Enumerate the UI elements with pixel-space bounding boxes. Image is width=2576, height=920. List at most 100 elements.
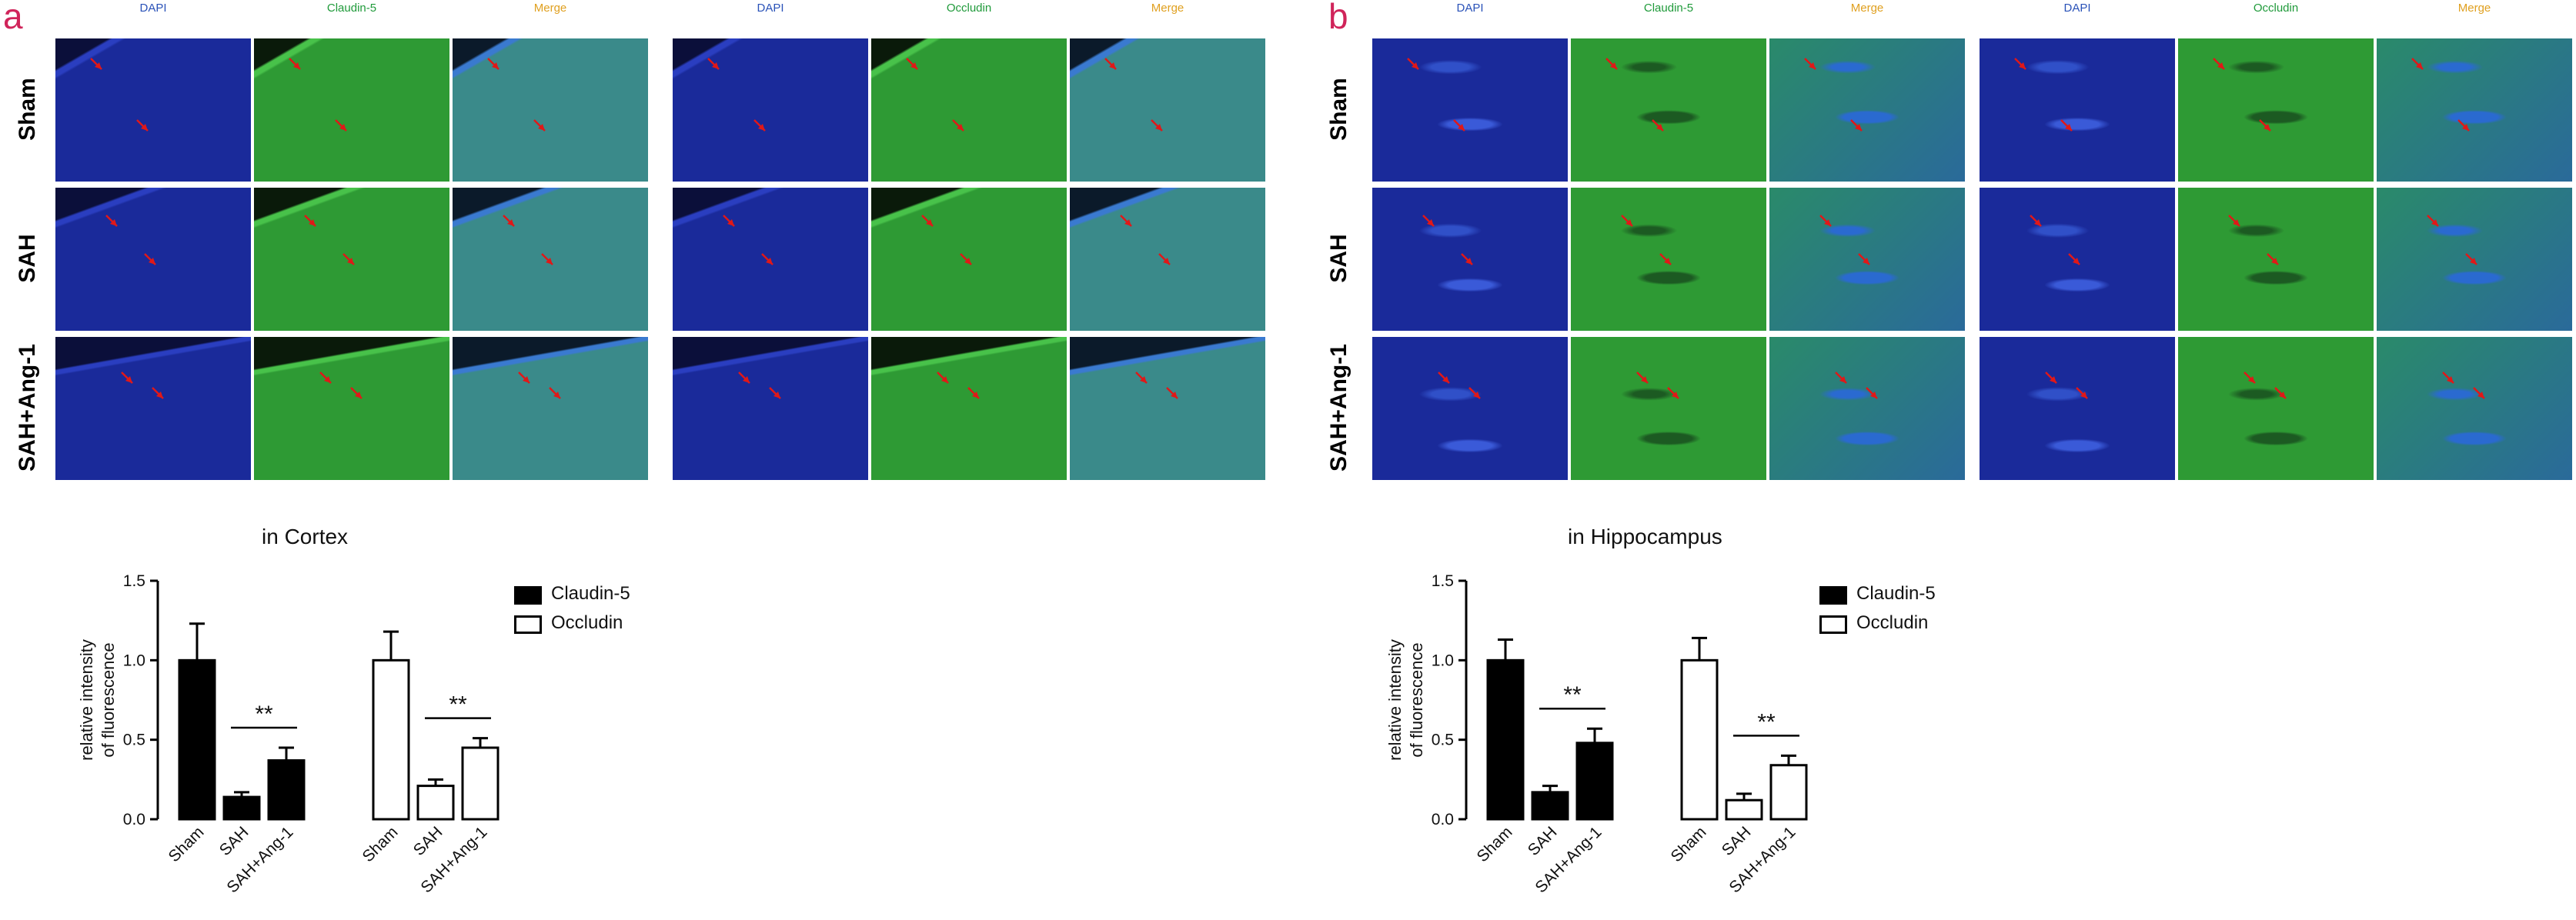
micrograph-cortex-claudin5-green-row3 — [254, 337, 449, 480]
row-label-sah-ang-1: SAH+Ang-1 — [15, 344, 40, 472]
channel-label-claudin-5: Claudin-5 — [1643, 2, 1694, 15]
bar-claudin-5-sah — [222, 795, 261, 821]
micrograph-cortex-claudin5-merge-row1 — [453, 38, 648, 182]
micrograph-hippocampus-occludin-dapi-row1 — [1980, 38, 2175, 182]
x-tick-label: Sham — [1667, 823, 1709, 865]
hippocampus-bar-chart: 0.0 0.5 1.0 1.5 relative intensity of fluores… — [1385, 572, 1808, 896]
red-arrow-icon — [2244, 372, 2287, 399]
red-arrow-icon — [503, 215, 553, 265]
red-arrow-icon — [1407, 58, 1465, 132]
row-label-sham: Sham — [15, 78, 40, 141]
x-tick-label: SAH — [410, 823, 446, 859]
micrograph-hippocampus-claudin5-merge-row3 — [1769, 337, 1965, 480]
bar-occludin-sah-ang-1 — [1769, 764, 1808, 821]
channel-label-merge: Merge — [533, 2, 567, 15]
bar-claudin-5-sham — [178, 658, 216, 821]
micrograph-hippocampus-occludin-merge-row1 — [2377, 38, 2572, 182]
micrograph-hippocampus-occludin-merge-row2 — [2377, 188, 2572, 331]
micrograph-hippocampus-claudin5-merge-row1 — [1769, 38, 1965, 182]
micrograph-cortex-occludin-merge-row2 — [1070, 188, 1265, 331]
bar-claudin-5-sham — [1486, 658, 1525, 821]
channel-label-dapi: DAPI — [1456, 2, 1484, 15]
row-label-sham: Sham — [1326, 78, 1351, 141]
red-arrow-icon — [121, 372, 164, 399]
x-tick-label: Sham — [1473, 823, 1515, 865]
red-arrow-icon — [1104, 58, 1163, 132]
red-arrow-icon — [1621, 215, 1672, 265]
micrograph-cortex-occludin-dapi-row2 — [673, 188, 868, 331]
red-arrow-icon — [2411, 58, 2470, 132]
micrograph-hippocampus-occludin-green-row2 — [2178, 188, 2374, 331]
x-tick-label: SAH — [1525, 823, 1561, 859]
micrograph-hippocampus-claudin5-dapi-row1 — [1372, 38, 1568, 182]
micrograph-cortex-occludin-green-row2 — [871, 188, 1067, 331]
micrograph-hippocampus-occludin-dapi-row2 — [1980, 188, 2175, 331]
channel-label-dapi: DAPI — [2063, 2, 2091, 15]
legend-swatch-occludin — [514, 615, 542, 634]
micrograph-cortex-claudin5-dapi-row2 — [55, 188, 251, 331]
x-tick-label: SAH — [216, 823, 252, 859]
bar-occludin-sah-ang-1 — [461, 746, 499, 821]
y-tick-label: 0.5 — [1432, 732, 1454, 749]
bar-claudin-5-sah-ang-1 — [1575, 742, 1614, 821]
micrograph-cortex-occludin-green-row1 — [871, 38, 1067, 182]
micrograph-cortex-claudin5-dapi-row1 — [55, 38, 251, 182]
channel-label-occludin: Occludin — [946, 2, 992, 15]
legend-label-claudin5: Claudin-5 — [551, 583, 630, 604]
y-tick-label: 1.5 — [1432, 572, 1454, 590]
micrograph-hippocampus-occludin-dapi-row3 — [1980, 337, 2175, 480]
red-arrow-icon — [906, 58, 964, 132]
micrograph-hippocampus-occludin-green-row1 — [2178, 38, 2374, 182]
micrograph-cortex-occludin-dapi-row3 — [673, 337, 868, 480]
red-arrow-icon — [1605, 58, 1664, 132]
bar-occludin-sah — [1725, 798, 1763, 821]
panel-letter-a: a — [3, 0, 23, 36]
y-tick-label: 1.5 — [123, 572, 145, 590]
cortex-bar-chart: 0.0 0.5 1.0 1.5 relative intensity of fluores… — [77, 572, 499, 896]
legend-swatch-claudin5 — [1819, 586, 1847, 605]
legend-label-occludin: Occludin — [1856, 612, 1929, 633]
red-arrow-icon — [487, 58, 546, 132]
micrograph-hippocampus-claudin5-green-row3 — [1571, 337, 1766, 480]
red-arrow-icon — [1835, 372, 1878, 399]
hippocampus-chart-title: in Hippocampus — [1568, 525, 1722, 548]
red-arrow-icon — [304, 215, 355, 265]
red-arrow-icon — [2045, 372, 2088, 399]
micrograph-cortex-occludin-merge-row1 — [1070, 38, 1265, 182]
red-arrow-icon — [2427, 215, 2477, 265]
micrograph-hippocampus-claudin5-green-row2 — [1571, 188, 1766, 331]
channel-label-dapi: DAPI — [139, 2, 167, 15]
cortex-chart-title: in Cortex — [262, 525, 349, 548]
bar-occludin-sah — [416, 785, 455, 821]
red-arrow-icon — [1819, 215, 1870, 265]
legend-label-claudin5: Claudin-5 — [1856, 583, 1936, 604]
y-tick-label: 1.0 — [123, 652, 145, 669]
micrograph-cortex-claudin5-merge-row3 — [453, 337, 648, 480]
red-arrow-icon — [1438, 372, 1481, 399]
row-label-sah-ang-1: SAH+Ang-1 — [1326, 344, 1351, 472]
x-tick-label: SAH — [1719, 823, 1755, 859]
red-arrow-icon — [921, 215, 972, 265]
micrograph-cortex-claudin5-dapi-row3 — [55, 337, 251, 480]
y-tick-label: 1.0 — [1432, 652, 1454, 669]
bar-occludin-sham — [372, 658, 410, 821]
significance-marker: ** — [255, 702, 273, 727]
micrograph-cortex-occludin-green-row3 — [871, 337, 1067, 480]
red-arrow-icon — [90, 58, 149, 132]
red-arrow-icon — [518, 372, 561, 399]
micrograph-cortex-claudin5-green-row2 — [254, 188, 449, 331]
legend-swatch-claudin5 — [514, 586, 542, 605]
micrograph-hippocampus-claudin5-merge-row2 — [1769, 188, 1965, 331]
micrograph-cortex-claudin5-merge-row2 — [453, 188, 648, 331]
row-label-sah: SAH — [15, 234, 40, 283]
red-arrow-icon — [1422, 215, 1473, 265]
micrograph-hippocampus-claudin5-green-row1 — [1571, 38, 1766, 182]
significance-marker: ** — [1563, 682, 1582, 708]
panel-letter-b: b — [1328, 0, 1348, 36]
significance-marker: ** — [1757, 709, 1776, 735]
micrograph-hippocampus-occludin-merge-row3 — [2377, 337, 2572, 480]
red-arrow-icon — [289, 58, 347, 132]
x-tick-label: Sham — [165, 823, 207, 865]
red-arrow-icon — [2228, 215, 2279, 265]
bar-claudin-5-sah — [1531, 791, 1569, 821]
